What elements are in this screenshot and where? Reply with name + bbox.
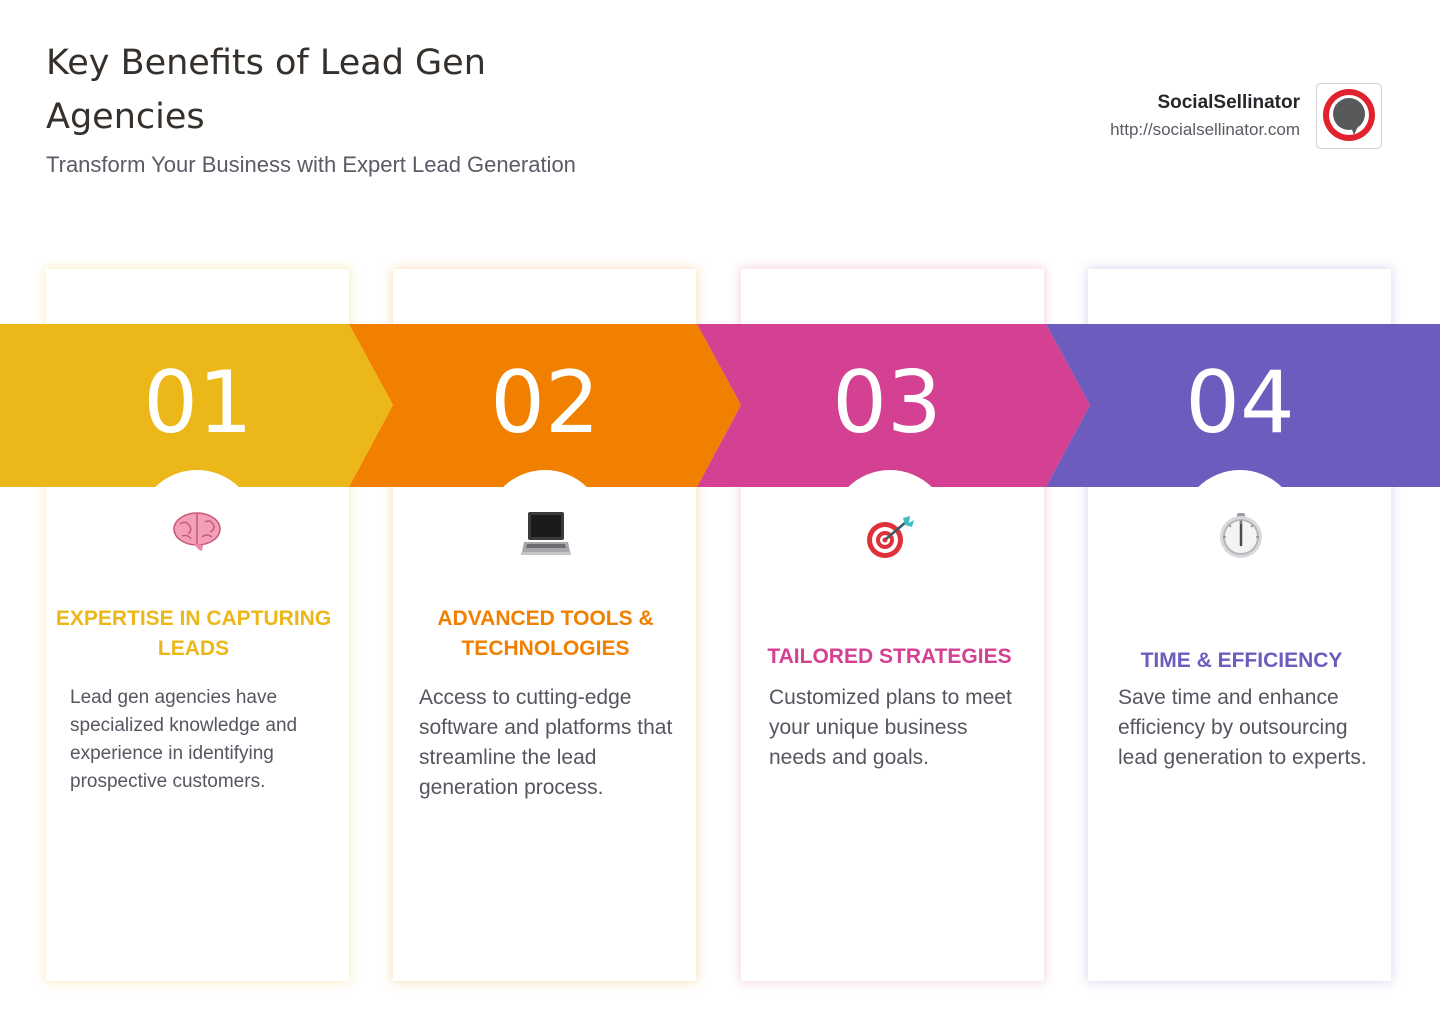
arrow-segment-2 — [349, 324, 741, 487]
page-title: Key Benefits of Lead Gen Agencies — [46, 43, 486, 137]
brand-name: SocialSellinator — [1157, 92, 1300, 113]
brand-url[interactable]: http://socialsellinator.com — [1110, 120, 1300, 139]
step-description-1: Lead gen agencies have specialized knowl… — [70, 687, 298, 792]
step-heading-4: Time & Efficiency — [1140, 649, 1343, 672]
step-heading-2: Advanced Tools & Technologies — [437, 607, 654, 660]
speech-bubble-icon — [1323, 89, 1375, 141]
brain-icon — [173, 512, 221, 551]
step-number-1: 01 — [143, 353, 253, 453]
arrow-segment-4 — [1046, 324, 1440, 487]
arrow-segment-1 — [0, 324, 393, 487]
step-heading-1: Expertise in Capturing Leads — [55, 607, 332, 660]
step-description-4: Save time and enhance efficiency by outs… — [1118, 686, 1367, 769]
target-icon — [867, 516, 914, 558]
step-description-2: Access to cutting-edge software and plat… — [419, 686, 673, 799]
arrow-segment-3 — [697, 324, 1090, 487]
step-number-3: 03 — [832, 353, 942, 453]
step-number-4: 04 — [1185, 353, 1295, 453]
page-subtitle: Transform Your Business with Expert Lead… — [46, 152, 576, 177]
laptop-icon — [521, 512, 571, 555]
step-description-3: Customized plans to meet your unique bus… — [769, 686, 1012, 769]
timer-icon — [1220, 513, 1262, 558]
arrow-band — [0, 324, 1440, 487]
brand-logo — [1316, 83, 1382, 149]
step-number-2: 02 — [490, 353, 600, 453]
brand-block: SocialSellinator http://socialsellinator… — [1110, 90, 1300, 143]
step-heading-3: Tailored Strategies — [767, 645, 1012, 668]
